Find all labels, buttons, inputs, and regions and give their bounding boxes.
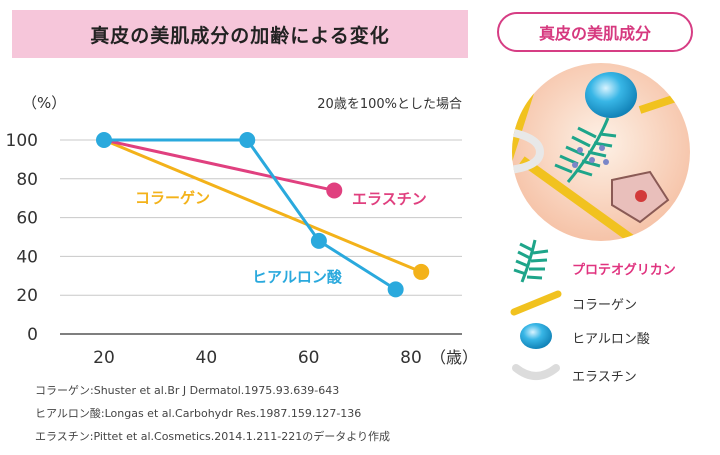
series-label: コラーゲン	[135, 189, 210, 207]
legend-label-proteoglycan: プロテオグリカン	[572, 263, 676, 278]
data-point	[239, 132, 256, 148]
data-point	[326, 182, 343, 199]
data-point	[96, 132, 112, 148]
y-tick-label: 20	[16, 286, 38, 306]
y-tick-label: 40	[16, 247, 38, 267]
series-line	[103, 138, 422, 274]
hyaluronic-drop-illustration	[585, 72, 637, 118]
legend-box-title-text: 真皮の美肌成分	[538, 24, 651, 43]
proteoglycan-dots	[572, 145, 609, 168]
fibroblast-nucleus	[635, 190, 647, 202]
source-note-hyaluronic: ヒアルロン酸:Longas et al.Carbohydr Res.1987.1…	[35, 407, 362, 420]
proteoglycan-icon	[513, 239, 549, 283]
y-tick-label: 0	[27, 325, 38, 345]
elastin-icon	[512, 364, 560, 380]
x-axis-unit: （歳）	[430, 348, 478, 367]
x-tick-label: 20	[93, 348, 115, 368]
collagen-icon	[510, 290, 562, 316]
series-label: ヒアルロン酸	[252, 268, 343, 286]
data-point	[387, 281, 404, 298]
chart-title: 真皮の美肌成分の加齢による変化	[90, 24, 390, 47]
hyaluronic-acid-icon	[520, 323, 552, 349]
source-note-elastin: エラスチン:Pittet et al.Cosmetics.2014.1.211-…	[35, 430, 391, 443]
y-tick-label: 100	[6, 131, 38, 151]
chart-note: 20歳を100%とした場合	[317, 97, 462, 112]
y-tick-label: 60	[16, 209, 38, 229]
legend-box-title: 真皮の美肌成分	[497, 12, 693, 52]
proteoglycan-illustration	[554, 117, 617, 183]
collagen-fiber-illustration	[638, 86, 690, 114]
series-label: エラスチン	[352, 190, 427, 208]
collagen-fiber-illustration	[519, 156, 643, 241]
x-tick-label: 40	[196, 348, 218, 368]
source-note-collagen: コラーゲン:Shuster et al.Br J Dermatol.1975.9…	[35, 384, 340, 397]
y-axis-unit: （%）	[22, 94, 66, 112]
data-point	[413, 263, 430, 280]
legend-label-elastin: エラスチン	[572, 370, 637, 385]
legend-label-hyaluronic-acid: ヒアルロン酸	[572, 332, 650, 347]
elastin-fiber-illustration	[512, 128, 545, 174]
x-tick-label: 80	[400, 348, 422, 368]
series-line	[103, 138, 335, 192]
series-line	[104, 138, 397, 291]
y-tick-label: 80	[16, 170, 38, 190]
chart-title-banner: 真皮の美肌成分の加齢による変化	[12, 10, 468, 58]
legend-label-collagen: コラーゲン	[572, 298, 638, 313]
x-tick-label: 60	[298, 348, 320, 368]
data-point	[310, 232, 327, 249]
